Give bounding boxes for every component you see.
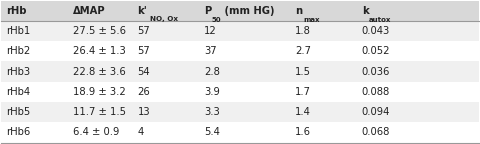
Text: 50: 50 — [212, 17, 221, 23]
Text: 26.4 ± 1.3: 26.4 ± 1.3 — [73, 46, 126, 56]
Text: 1.4: 1.4 — [295, 107, 311, 117]
Bar — [1, 102, 479, 122]
Text: 26: 26 — [137, 87, 150, 97]
Text: 1.6: 1.6 — [295, 127, 311, 138]
Text: autox: autox — [369, 17, 391, 23]
Text: 1.8: 1.8 — [295, 26, 311, 36]
Text: 1.7: 1.7 — [295, 87, 311, 97]
Bar — [1, 21, 479, 41]
Text: 6.4 ± 0.9: 6.4 ± 0.9 — [73, 127, 120, 138]
Text: k: k — [362, 6, 369, 16]
Bar — [1, 41, 479, 61]
Text: (mm HG): (mm HG) — [221, 6, 275, 16]
Text: rHb4: rHb4 — [6, 87, 30, 97]
Text: 0.043: 0.043 — [362, 26, 390, 36]
Text: P: P — [204, 6, 212, 16]
Text: 57: 57 — [137, 46, 150, 56]
Text: 37: 37 — [204, 46, 217, 56]
Bar — [1, 122, 479, 143]
Text: 27.5 ± 5.6: 27.5 ± 5.6 — [73, 26, 126, 36]
Text: 0.094: 0.094 — [362, 107, 390, 117]
Text: rHb6: rHb6 — [6, 127, 30, 138]
Text: 12: 12 — [204, 26, 217, 36]
Text: rHb: rHb — [6, 6, 27, 16]
Text: 0.036: 0.036 — [362, 67, 390, 76]
Text: 0.068: 0.068 — [362, 127, 390, 138]
Text: 22.8 ± 3.6: 22.8 ± 3.6 — [73, 67, 126, 76]
Bar — [1, 61, 479, 82]
Text: 18.9 ± 3.2: 18.9 ± 3.2 — [73, 87, 126, 97]
Text: 11.7 ± 1.5: 11.7 ± 1.5 — [73, 107, 126, 117]
Bar — [1, 82, 479, 102]
Text: NO, Ox: NO, Ox — [150, 16, 178, 22]
Text: max: max — [303, 17, 320, 23]
Text: rHb2: rHb2 — [6, 46, 30, 56]
Text: 2.7: 2.7 — [295, 46, 311, 56]
Text: 13: 13 — [137, 107, 150, 117]
Bar — [1, 1, 479, 21]
Text: 2.8: 2.8 — [204, 67, 220, 76]
Text: 4: 4 — [137, 127, 144, 138]
Text: 54: 54 — [137, 67, 150, 76]
Text: rHb5: rHb5 — [6, 107, 30, 117]
Text: rHb3: rHb3 — [6, 67, 30, 76]
Text: 3.9: 3.9 — [204, 87, 220, 97]
Text: 1.5: 1.5 — [295, 67, 311, 76]
Text: ΔMAP: ΔMAP — [73, 6, 106, 16]
Text: 5.4: 5.4 — [204, 127, 220, 138]
Text: n: n — [295, 6, 302, 16]
Text: 0.052: 0.052 — [362, 46, 390, 56]
Text: 57: 57 — [137, 26, 150, 36]
Text: 3.3: 3.3 — [204, 107, 220, 117]
Text: 0.088: 0.088 — [362, 87, 390, 97]
Text: rHb1: rHb1 — [6, 26, 30, 36]
Text: k': k' — [137, 6, 147, 16]
